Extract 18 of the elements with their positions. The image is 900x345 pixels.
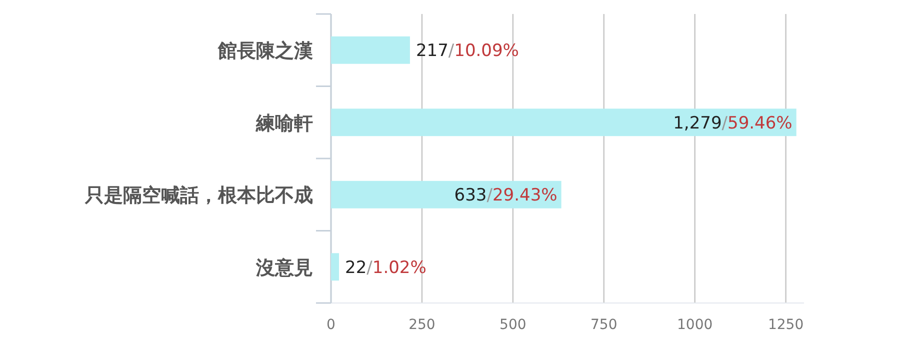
bar [331,108,796,136]
y-tick-label: 館長陳之漢 [217,40,313,62]
y-tick-label: 練喻軒 [255,112,313,134]
data-label: 217/10.09% [416,41,519,62]
bar [331,253,340,281]
data-label: 633/29.43% [454,186,558,206]
x-tick-label: 500 [500,317,526,333]
x-tick-label: 1000 [677,317,713,333]
y-tick-label: 沒意見 [255,256,313,279]
bar [331,36,410,64]
bar [331,180,562,208]
x-tick-label: 250 [408,317,436,333]
x-tick-label: 750 [590,317,618,333]
x-tick-label: 1250 [768,317,804,333]
x-tick-label: 0 [326,317,336,333]
y-tick-label: 只是隔空喊話，根本比不成 [84,184,313,207]
data-label: 1,279/59.46% [673,113,792,134]
data-label: 22/1.02% [345,258,426,278]
